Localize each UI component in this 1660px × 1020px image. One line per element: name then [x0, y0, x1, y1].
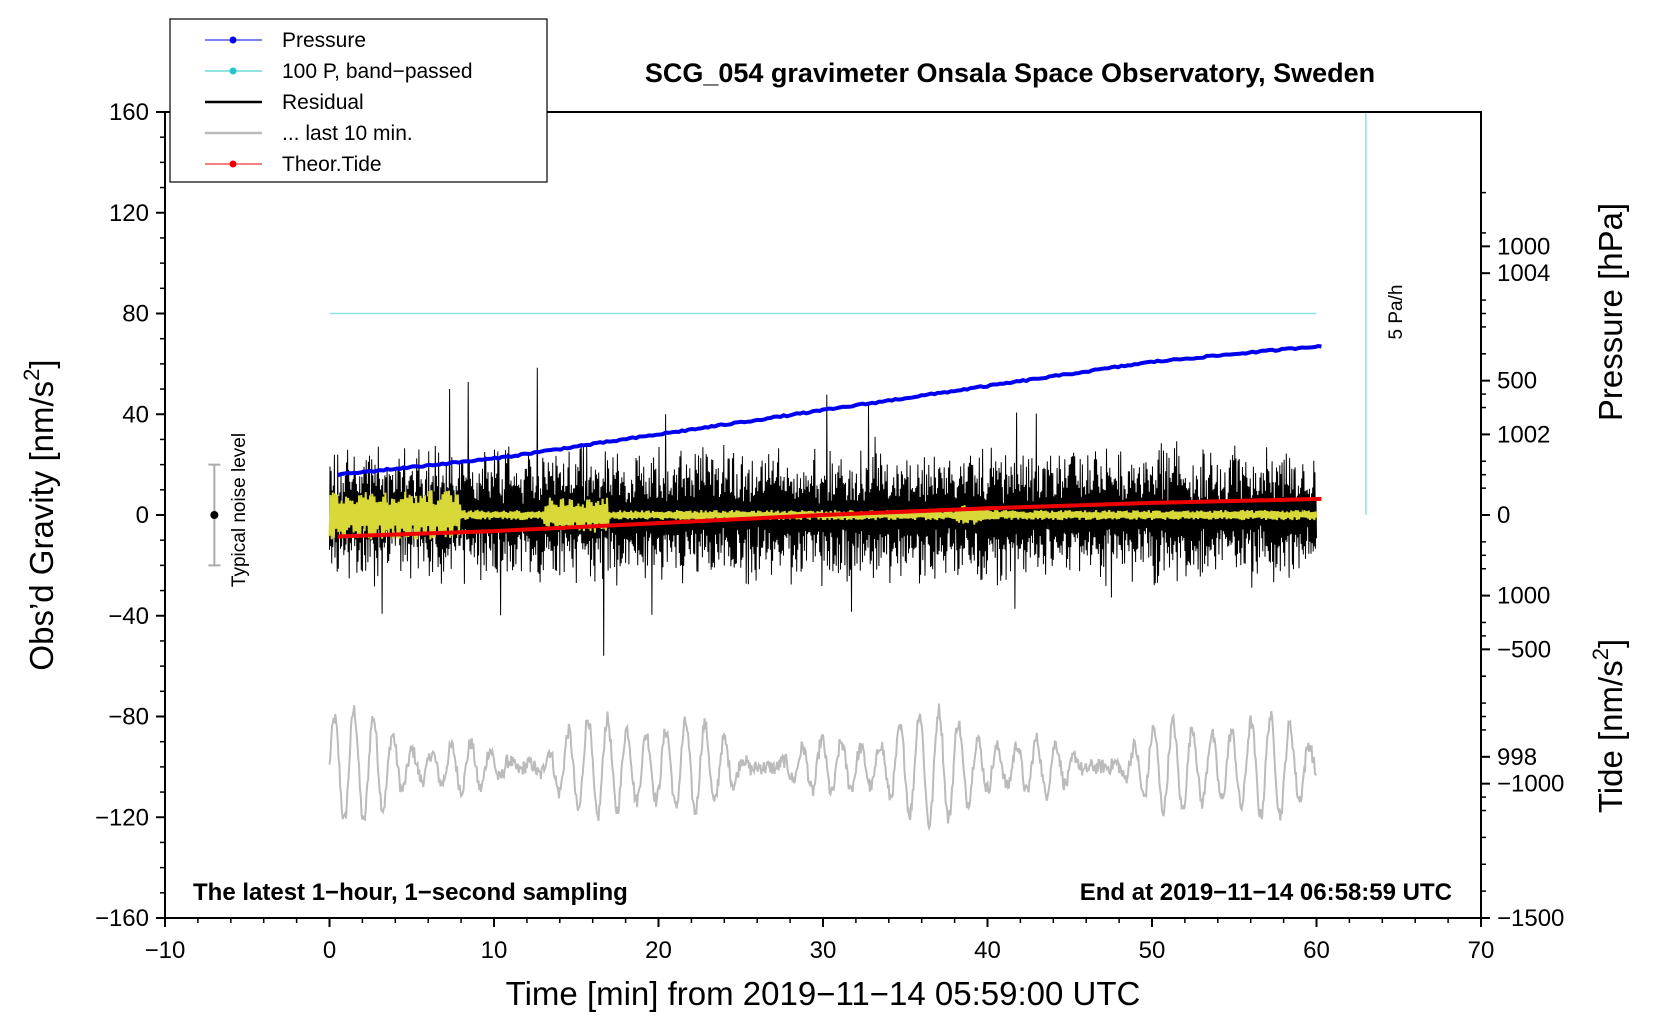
noise-level-label: Typical noise level	[229, 433, 250, 587]
tide-tick-label: 500	[1497, 368, 1537, 395]
rate-label: 5 Pa/h	[1386, 285, 1407, 340]
residual-line	[329, 367, 1317, 656]
bottom-left-annotation: The latest 1−hour, 1−second sampling	[193, 879, 628, 906]
legend-swatch-marker	[229, 160, 237, 168]
tide-tick-label: 1000	[1497, 233, 1550, 260]
legend-swatch-marker	[229, 67, 237, 75]
y-tick-label: −80	[108, 704, 149, 731]
pressure-tick-label: 998	[1497, 744, 1537, 771]
y-tick-label: −120	[95, 804, 149, 831]
y-axis-title-gravity: Obs’d Gravity [nm/s2]	[19, 359, 60, 670]
residual-filtered-line	[328, 490, 1318, 540]
legend-box	[169, 18, 548, 183]
pressure-tick-label: 1002	[1497, 421, 1550, 448]
y-tick-label: 40	[122, 401, 149, 428]
y-tick-label: 80	[122, 301, 149, 328]
x-tick-label: 10	[481, 937, 508, 964]
y-tick-label: −40	[108, 603, 149, 630]
x-tick-label: 40	[974, 937, 1001, 964]
y-axis-title-tide: Tide [nm/s2]	[1588, 639, 1629, 813]
pressure-line	[337, 343, 1322, 478]
noise-bar-dot	[210, 511, 219, 519]
x-tick-label: 60	[1303, 937, 1330, 964]
x-tick-label: 0	[323, 937, 336, 964]
tide-tick-label: −1000	[1497, 771, 1564, 798]
tick-layer: −10 0 10 20 30 40 50 60 70 160 120 80 40 0 −40 −80 −120 −…	[95, 99, 1564, 964]
x-tick-label: 70	[1468, 937, 1495, 964]
tide-tick-label: −500	[1497, 636, 1551, 663]
x-axis-title: Time [min] from 2019−11−14 05:59:00 UTC	[506, 975, 1141, 1012]
chart-title: SCG_054 gravimeter Onsala Space Observat…	[645, 58, 1375, 88]
legend: Pressure 100 P, band−passed Residual ... la…	[205, 29, 473, 176]
y-axis-title-pressure: Pressure [hPa]	[1592, 203, 1629, 421]
last-10-min-line	[328, 703, 1317, 832]
pressure-tick-label: 1004	[1497, 260, 1550, 287]
series-layer	[208, 112, 1367, 832]
x-tick-label: 50	[1139, 937, 1166, 964]
y-tick-label: −160	[95, 905, 149, 932]
y-tick-label: 0	[136, 502, 149, 529]
legend-swatch-marker	[229, 36, 237, 44]
legend-label: Residual	[282, 91, 364, 114]
tide-tick-label: 0	[1497, 502, 1510, 529]
tide-tick-label: −1500	[1497, 905, 1564, 932]
legend-label: Theor.Tide	[282, 153, 382, 176]
bottom-right-annotation: End at 2019−11−14 06:58:59 UTC	[1080, 879, 1452, 906]
y-tick-label: 160	[109, 99, 149, 126]
pressure-tick-label: 1000	[1497, 583, 1550, 610]
x-tick-label: 20	[645, 937, 672, 964]
legend-label: ... last 10 min.	[282, 122, 413, 145]
x-tick-label: −10	[145, 937, 186, 964]
legend-label: 100 P, band−passed	[282, 60, 473, 83]
x-tick-label: 30	[810, 937, 837, 964]
theoretical-tide-line	[337, 496, 1322, 539]
y-tick-label: 120	[109, 200, 149, 227]
legend-label: Pressure	[282, 29, 366, 52]
